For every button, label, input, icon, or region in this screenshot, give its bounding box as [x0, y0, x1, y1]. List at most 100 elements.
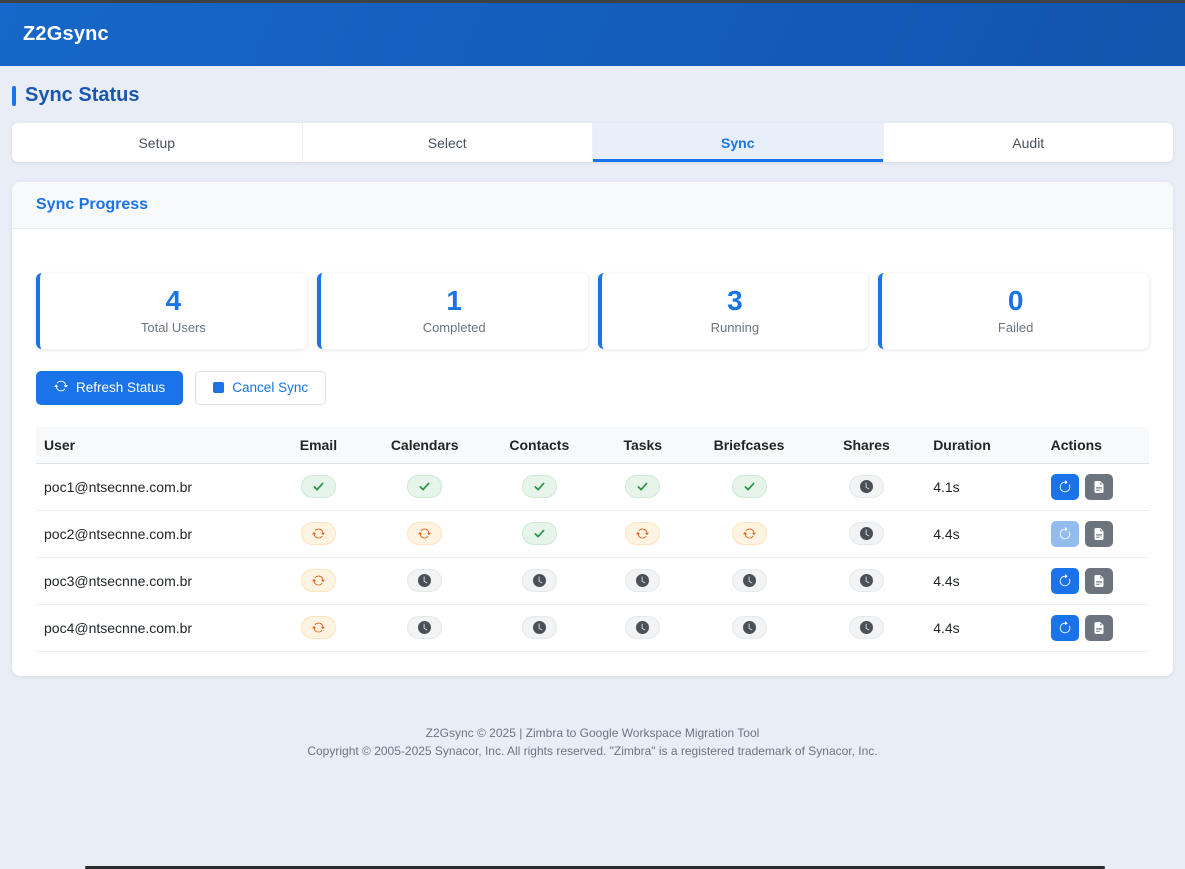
stat-value: 4 [165, 285, 182, 316]
check-icon [312, 480, 325, 493]
briefcases-status-cell [690, 604, 808, 652]
status-running-badge [731, 522, 767, 546]
status-pending-badge [848, 616, 884, 640]
stat-label: Failed [997, 319, 1034, 335]
row-refresh-button[interactable] [1050, 567, 1079, 594]
column-header-user: User [36, 426, 271, 464]
cancel-sync-button[interactable]: Cancel Sync [195, 370, 327, 405]
page-title: Sync Status [25, 84, 140, 106]
clock-icon [742, 574, 756, 588]
clock-icon [859, 527, 873, 541]
status-pending-badge [625, 616, 661, 640]
check-icon [533, 527, 546, 540]
clock-icon [859, 574, 873, 588]
row-refresh-button [1050, 520, 1079, 547]
status-done-badge [731, 475, 767, 499]
refresh-icon [1058, 527, 1072, 541]
status-done-badge [521, 475, 557, 499]
cancel-sync-label: Cancel Sync [232, 380, 309, 396]
table-row: poc4@ntsecnne.com.br 4.4s [36, 604, 1149, 652]
tab-setup[interactable]: Setup [12, 123, 302, 162]
stat-label: Running [710, 319, 760, 335]
row-log-button[interactable] [1084, 520, 1113, 547]
tab-audit[interactable]: Audit [882, 123, 1173, 162]
contacts-status-cell [483, 463, 596, 511]
stat-card-failed: 0 Failed [878, 273, 1149, 349]
row-log-button[interactable] [1084, 567, 1113, 594]
tab-bar: Setup Select Sync Audit [12, 123, 1173, 162]
page-heading: Sync Status [12, 84, 1173, 107]
status-running-badge [625, 522, 661, 546]
sync-arrows-icon [312, 621, 325, 634]
tab-sync[interactable]: Sync [592, 123, 883, 162]
status-pending-badge [521, 569, 557, 593]
status-pending-badge [848, 569, 884, 593]
row-log-button[interactable] [1084, 473, 1113, 500]
footer: Z2Gsync © 2025 | Zimbra to Google Worksp… [12, 724, 1173, 761]
shares-status-cell [807, 604, 926, 652]
calendars-status-cell [365, 557, 484, 605]
log-file-icon [1093, 527, 1105, 540]
status-pending-badge [731, 616, 767, 640]
duration-cell: 4.4s [925, 557, 1043, 605]
stat-value: 3 [727, 285, 743, 316]
calendars-status-cell [365, 604, 484, 652]
table-row: poc2@ntsecnne.com.br 4.4s [36, 510, 1149, 558]
contacts-status-cell [483, 557, 596, 605]
log-file-icon [1093, 480, 1105, 493]
email-status-cell [270, 557, 366, 605]
email-status-cell [270, 604, 366, 652]
panel-header: Sync Progress [12, 182, 1173, 229]
refresh-status-button[interactable]: Refresh Status [36, 370, 184, 405]
sync-status-table: User Email Calendars Contacts Tasks Briefcase… [36, 426, 1149, 652]
app-header: Z2Gsync [0, 3, 1185, 66]
check-icon [636, 480, 649, 493]
duration-cell: 4.4s [925, 510, 1043, 558]
row-log-button[interactable] [1084, 614, 1113, 641]
clock-icon [532, 574, 546, 588]
refresh-status-label: Refresh Status [76, 380, 166, 396]
actions-cell [1042, 557, 1149, 605]
user-email-cell: poc4@ntsecnne.com.br [36, 604, 271, 652]
tasks-status-cell [595, 604, 691, 652]
heading-accent-bar [12, 85, 16, 106]
row-refresh-button[interactable] [1050, 473, 1079, 500]
clock-icon [532, 621, 546, 635]
check-icon [743, 480, 756, 493]
clock-icon [418, 621, 432, 635]
table-row: poc1@ntsecnne.com.br 4.1s [36, 463, 1149, 511]
panel-title: Sync Progress [36, 196, 149, 213]
status-pending-badge [521, 616, 557, 640]
app-title: Z2Gsync [23, 23, 109, 45]
log-file-icon [1093, 574, 1105, 587]
stat-value: 0 [1007, 285, 1024, 316]
stat-card-total-users: 4 Total Users [36, 273, 307, 349]
status-pending-badge [731, 569, 767, 593]
toolbar: Refresh Status Cancel Sync [36, 370, 1149, 405]
stat-label: Completed [422, 319, 486, 335]
shares-status-cell [807, 510, 926, 558]
clock-icon [418, 574, 432, 588]
shares-status-cell [807, 557, 926, 605]
column-header-contacts: Contacts [483, 426, 596, 464]
email-status-cell [270, 463, 366, 511]
tasks-status-cell [595, 463, 691, 511]
actions-cell [1042, 604, 1149, 652]
refresh-icon [1058, 480, 1072, 494]
refresh-icon [1058, 574, 1072, 588]
panel-body: 4 Total Users 1 Completed 3 Running 0 Failed Re… [12, 229, 1173, 676]
status-pending-badge [848, 475, 884, 499]
calendars-status-cell [365, 463, 484, 511]
tasks-status-cell [595, 557, 691, 605]
calendars-status-cell [365, 510, 484, 558]
contacts-status-cell [483, 510, 596, 558]
stat-label: Total Users [140, 319, 206, 335]
window-edge-top [0, 0, 1185, 3]
tab-select[interactable]: Select [301, 123, 592, 162]
user-email-cell: poc3@ntsecnne.com.br [36, 557, 271, 605]
status-running-badge [300, 522, 336, 546]
row-refresh-button[interactable] [1050, 614, 1079, 641]
column-header-duration: Duration [925, 426, 1043, 464]
footer-line2: Copyright © 2005-2025 Synacor, Inc. All … [307, 744, 878, 759]
column-header-email: Email [270, 426, 366, 464]
